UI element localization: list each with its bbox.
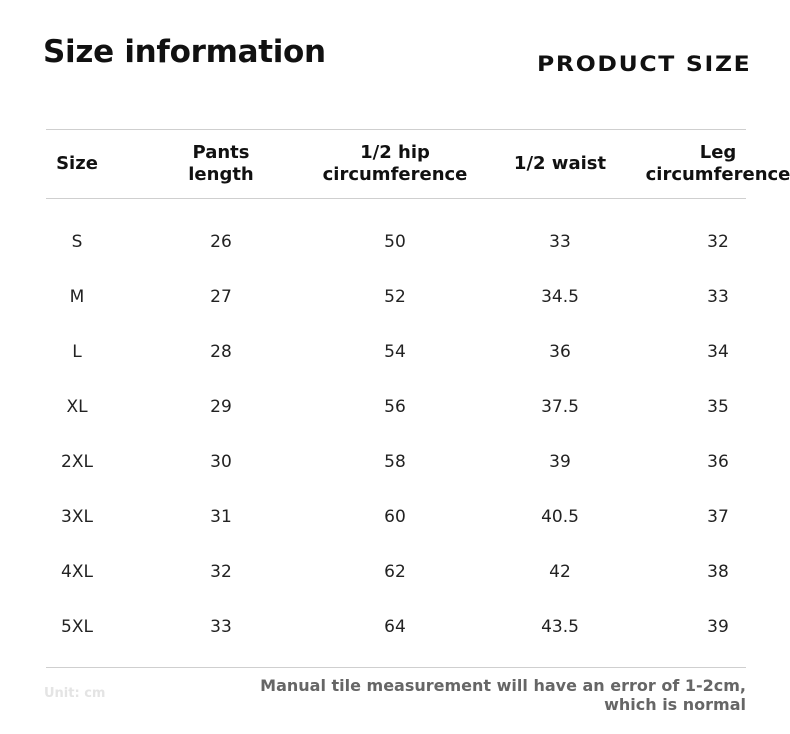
table-cell: 35 bbox=[707, 397, 729, 417]
table-cell: 42 bbox=[549, 562, 571, 582]
product-size-label: PRODUCT SIZE bbox=[537, 52, 752, 76]
unit-note: Unit: cm bbox=[44, 686, 106, 701]
table-top-rule bbox=[46, 129, 746, 130]
table-cell: 36 bbox=[707, 452, 729, 472]
column-header: Pants length bbox=[188, 142, 254, 185]
table-cell: 62 bbox=[384, 562, 406, 582]
table-cell: 3XL bbox=[61, 507, 93, 527]
table-cell: 38 bbox=[707, 562, 729, 582]
table-cell: 52 bbox=[384, 287, 406, 307]
table-cell: 58 bbox=[384, 452, 406, 472]
table-cell: M bbox=[69, 287, 85, 307]
table-cell: S bbox=[71, 232, 83, 252]
table-cell: 33 bbox=[549, 232, 571, 252]
table-cell: 60 bbox=[384, 507, 406, 527]
table-cell: 29 bbox=[210, 397, 232, 417]
table-cell: 37 bbox=[707, 507, 729, 527]
table-cell: 39 bbox=[707, 617, 729, 637]
table-cell: 33 bbox=[210, 617, 232, 637]
table-cell: 30 bbox=[210, 452, 232, 472]
table-cell: 28 bbox=[210, 342, 232, 362]
table-cell: 36 bbox=[549, 342, 571, 362]
table-cell: L bbox=[72, 342, 82, 362]
column-header: Size bbox=[56, 153, 98, 174]
table-cell: 54 bbox=[384, 342, 406, 362]
table-cell: 32 bbox=[210, 562, 232, 582]
table-cell: 43.5 bbox=[541, 617, 579, 637]
table-cell: XL bbox=[66, 397, 88, 417]
header-rule bbox=[46, 198, 746, 199]
table-cell: 33 bbox=[707, 287, 729, 307]
table-bottom-rule bbox=[46, 667, 746, 668]
table-cell: 37.5 bbox=[541, 397, 579, 417]
table-cell: 32 bbox=[707, 232, 729, 252]
table-cell: 34 bbox=[707, 342, 729, 362]
table-cell: 39 bbox=[549, 452, 571, 472]
table-cell: 4XL bbox=[61, 562, 93, 582]
table-cell: 26 bbox=[210, 232, 232, 252]
table-cell: 27 bbox=[210, 287, 232, 307]
table-cell: 40.5 bbox=[541, 507, 579, 527]
table-cell: 34.5 bbox=[541, 287, 579, 307]
table-cell: 31 bbox=[210, 507, 232, 527]
measurement-note: Manual tile measurement will have an err… bbox=[260, 676, 746, 714]
table-cell: 5XL bbox=[61, 617, 93, 637]
table-cell: 56 bbox=[384, 397, 406, 417]
column-header: Leg circumference bbox=[645, 142, 790, 185]
table-cell: 50 bbox=[384, 232, 406, 252]
column-header: 1/2 hip circumference bbox=[322, 142, 468, 185]
table-cell: 2XL bbox=[61, 452, 93, 472]
page-title: Size information bbox=[43, 34, 326, 70]
table-cell: 64 bbox=[384, 617, 406, 637]
column-header: 1/2 waist bbox=[513, 153, 607, 174]
